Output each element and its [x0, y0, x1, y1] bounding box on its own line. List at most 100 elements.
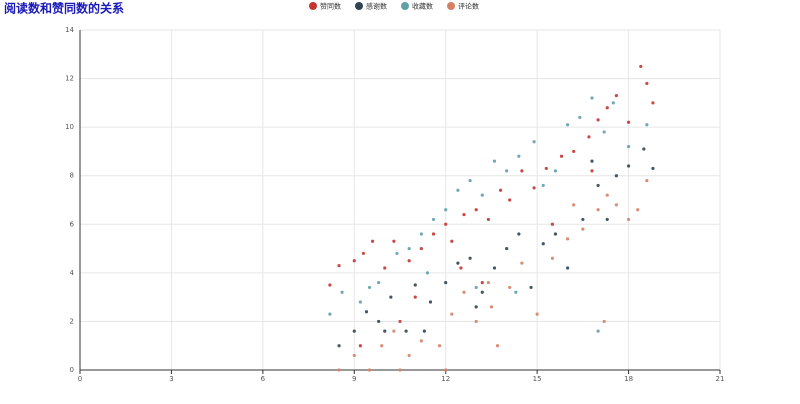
- point: [541, 183, 545, 188]
- point: [474, 285, 478, 290]
- y-tick-label: 4: [70, 269, 75, 277]
- legend-label[interactable]: 收藏数: [412, 2, 433, 11]
- point: [361, 251, 366, 256]
- point: [614, 93, 618, 98]
- point: [590, 169, 594, 173]
- point: [364, 310, 369, 314]
- point: [337, 344, 341, 348]
- y-tick-label: 0: [70, 366, 74, 374]
- point: [517, 232, 521, 236]
- point: [559, 154, 564, 158]
- point: [395, 251, 399, 256]
- point: [431, 217, 436, 222]
- point: [605, 193, 609, 197]
- point: [614, 174, 618, 178]
- point: [544, 166, 548, 171]
- point: [626, 144, 631, 149]
- point: [352, 329, 356, 333]
- y-tick-label: 6: [70, 220, 75, 228]
- point: [370, 239, 375, 243]
- point: [480, 280, 484, 285]
- point: [468, 256, 472, 260]
- point: [459, 266, 463, 270]
- point: [404, 329, 408, 333]
- point: [462, 290, 466, 294]
- point: [535, 312, 539, 316]
- point: [340, 290, 344, 294]
- point: [596, 329, 600, 333]
- legend-label[interactable]: 评论数: [458, 2, 479, 11]
- point: [642, 147, 646, 151]
- point: [508, 285, 512, 290]
- legend-marker[interactable]: [309, 2, 317, 10]
- legend-marker[interactable]: [447, 2, 455, 10]
- point: [377, 280, 381, 285]
- x-tick-label: 12: [441, 375, 450, 383]
- point: [444, 368, 448, 372]
- legend-label[interactable]: 感谢数: [366, 2, 387, 11]
- point: [553, 169, 558, 173]
- y-tick-label: 10: [65, 123, 74, 131]
- point: [605, 106, 609, 110]
- point: [422, 329, 426, 333]
- point: [474, 208, 478, 212]
- point: [636, 208, 640, 212]
- point: [398, 368, 402, 372]
- point: [413, 295, 417, 299]
- y-tick-label: 14: [65, 26, 74, 34]
- point: [602, 130, 606, 134]
- legend-label[interactable]: 赞同数: [320, 2, 341, 11]
- point: [486, 217, 490, 222]
- point: [590, 159, 594, 163]
- point: [413, 283, 417, 287]
- point: [419, 246, 423, 251]
- point: [517, 154, 521, 158]
- x-tick-label: 21: [716, 375, 725, 383]
- point: [450, 239, 454, 243]
- point: [419, 232, 423, 236]
- point: [383, 266, 387, 270]
- point: [444, 222, 448, 226]
- point: [392, 239, 396, 243]
- point: [480, 290, 484, 294]
- point: [505, 246, 509, 251]
- point: [489, 305, 494, 309]
- point: [428, 300, 433, 304]
- point: [605, 217, 609, 222]
- point: [626, 217, 631, 222]
- x-tick-label: 15: [533, 375, 542, 383]
- point: [398, 319, 402, 324]
- point: [639, 64, 643, 69]
- point: [456, 261, 460, 265]
- point: [474, 319, 478, 324]
- x-tick-label: 6: [261, 375, 266, 383]
- point: [572, 149, 576, 154]
- point: [651, 101, 655, 105]
- y-tick-label: 12: [65, 75, 74, 83]
- legend-marker[interactable]: [401, 2, 409, 10]
- point: [367, 368, 372, 372]
- point: [337, 368, 341, 372]
- point: [383, 329, 387, 333]
- point: [377, 319, 381, 324]
- point: [438, 344, 442, 348]
- point: [328, 283, 332, 287]
- point: [578, 115, 582, 120]
- point: [407, 246, 411, 251]
- x-tick-label: 9: [352, 375, 356, 383]
- point: [498, 188, 503, 192]
- point: [425, 271, 430, 275]
- y-tick-label: 2: [70, 317, 74, 325]
- point: [389, 295, 393, 299]
- point: [486, 280, 490, 285]
- point: [566, 266, 570, 270]
- point: [495, 344, 500, 348]
- point: [407, 353, 411, 358]
- point: [566, 237, 570, 241]
- legend-marker[interactable]: [355, 2, 363, 10]
- point: [553, 232, 558, 236]
- point: [474, 305, 478, 309]
- point: [431, 232, 436, 236]
- point: [532, 140, 536, 144]
